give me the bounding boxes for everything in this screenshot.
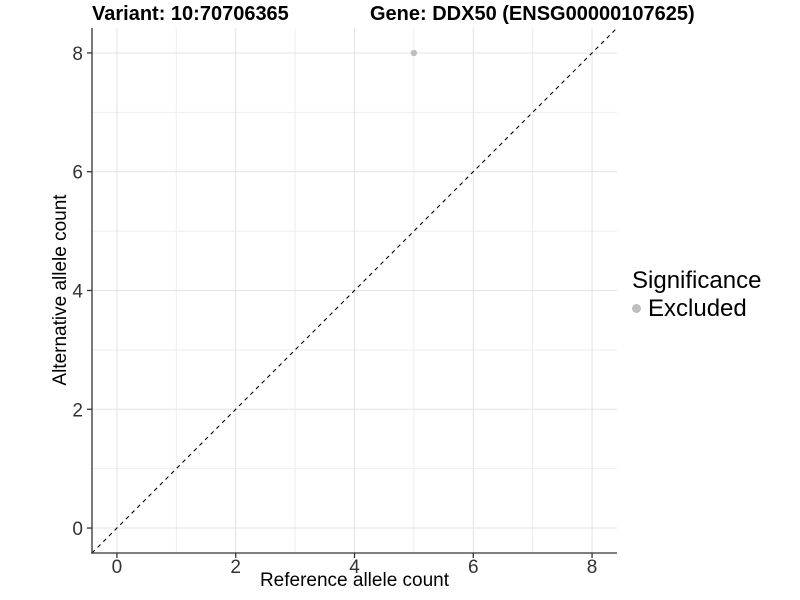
- legend-item-excluded: Excluded: [632, 295, 761, 322]
- legend-label-excluded: Excluded: [648, 295, 747, 322]
- legend-title: Significance: [632, 267, 762, 294]
- x-tick-label: 6: [468, 557, 479, 578]
- y-tick-label: 8: [72, 44, 83, 65]
- x-axis-title: Reference allele count: [259, 570, 450, 591]
- y-tick-label: 6: [72, 163, 83, 184]
- y-axis-title: Alternative allele count: [50, 194, 71, 386]
- plot-title-variant: Variant: 10:70706365: [92, 3, 289, 25]
- identity-line: [91, 27, 618, 554]
- x-tick-label: 4: [349, 557, 360, 578]
- data-point: [410, 49, 418, 57]
- x-tick-label: 0: [112, 557, 123, 578]
- x-tick-label: 2: [230, 557, 241, 578]
- legend-point-icon: [632, 304, 641, 313]
- y-tick-label: 4: [72, 282, 83, 303]
- y-tick-label: 0: [72, 519, 83, 540]
- y-tick-label: 2: [72, 400, 83, 421]
- x-tick-label: 8: [587, 557, 598, 578]
- legend: Significance Excluded: [632, 267, 761, 322]
- plot-title-gene: Gene: DDX50 (ENSG00000107625): [370, 3, 695, 25]
